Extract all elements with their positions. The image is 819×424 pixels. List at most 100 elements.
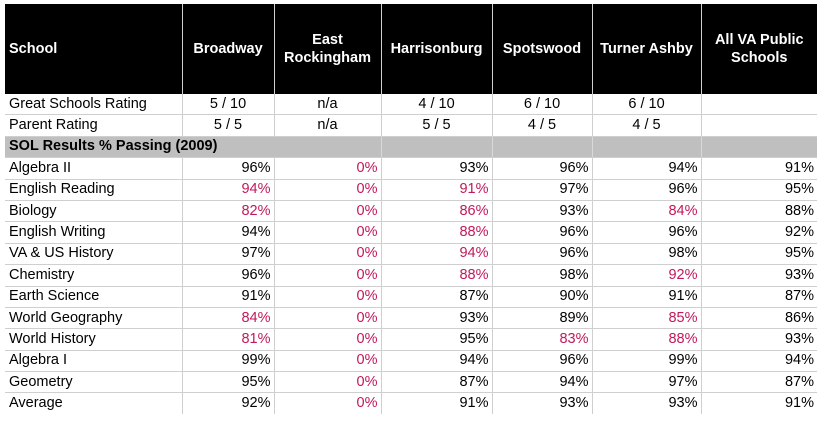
table-cell: 5 / 5 <box>381 114 493 137</box>
row-label: Algebra II <box>5 157 183 180</box>
header-east-rockingham: East Rockingham <box>274 4 382 94</box>
table-cell: 92% <box>592 264 702 287</box>
table-cell: 91% <box>701 392 817 414</box>
section-cell <box>592 136 702 159</box>
table-cell: 96% <box>592 221 702 244</box>
table-cell: 97% <box>492 179 593 201</box>
header-harrisonburg: Harrisonburg <box>381 4 493 94</box>
header-school: School <box>5 4 183 94</box>
table-cell: 91% <box>381 392 493 414</box>
table-cell: 5 / 10 <box>182 94 275 116</box>
section-cell <box>274 136 382 159</box>
table-cell: 4 / 5 <box>492 114 593 137</box>
table-cell: 87% <box>701 371 817 394</box>
table-cell: 87% <box>381 371 493 394</box>
table-cell <box>701 114 817 137</box>
table-row: Biology 82% 0% 86% 93% 84% 88% <box>5 200 817 223</box>
table-cell: 83% <box>492 328 593 351</box>
table-cell: 96% <box>492 243 593 266</box>
table-cell: 95% <box>701 179 817 201</box>
row-label: Algebra I <box>5 350 183 373</box>
table-cell: 6 / 10 <box>592 94 702 116</box>
row-label: Biology <box>5 200 183 223</box>
table-cell: 91% <box>182 286 275 308</box>
table-cell: 0% <box>274 157 382 180</box>
table-cell: 94% <box>381 350 493 373</box>
table-cell: 96% <box>492 221 593 244</box>
table-cell: 97% <box>592 371 702 394</box>
table-body: Great Schools Rating 5 / 10 n/a 4 / 10 6… <box>5 94 817 414</box>
table-cell: 94% <box>592 157 702 180</box>
table-cell: 95% <box>701 243 817 266</box>
table-cell: 92% <box>701 221 817 244</box>
table-cell: 4 / 10 <box>381 94 493 116</box>
header-row: School Broadway East Rockingham Harrison… <box>5 4 817 94</box>
table-cell: 82% <box>182 200 275 223</box>
table-cell: 92% <box>182 392 275 414</box>
table-cell: 99% <box>182 350 275 373</box>
table-row: Chemistry 96% 0% 88% 98% 92% 93% <box>5 264 817 287</box>
row-label: Great Schools Rating <box>5 94 183 116</box>
table-cell: 4 / 5 <box>592 114 702 137</box>
table-cell: 81% <box>182 328 275 351</box>
table-cell: 0% <box>274 264 382 287</box>
row-label: Earth Science <box>5 286 183 308</box>
table-cell: 93% <box>492 200 593 223</box>
row-label: World History <box>5 328 183 351</box>
table-cell: 96% <box>182 157 275 180</box>
row-label: Average <box>5 392 183 414</box>
rating-row: Parent Rating 5 / 5 n/a 5 / 5 4 / 5 4 / … <box>5 114 817 137</box>
table-cell: 94% <box>182 221 275 244</box>
header-all-va-public-schools: All VA Public Schools <box>701 4 817 94</box>
table-cell: 94% <box>492 371 593 394</box>
table-cell: 0% <box>274 392 382 414</box>
table-cell: 0% <box>274 243 382 266</box>
table-cell: 88% <box>381 221 493 244</box>
table-row: English Reading 94% 0% 91% 97% 96% 95% <box>5 179 817 201</box>
table-row: English Writing 94% 0% 88% 96% 96% 92% <box>5 221 817 244</box>
rating-row: Great Schools Rating 5 / 10 n/a 4 / 10 6… <box>5 94 817 116</box>
table-cell: 94% <box>381 243 493 266</box>
table-cell: 0% <box>274 307 382 330</box>
header-turner-ashby: Turner Ashby <box>592 4 702 94</box>
table-cell: 93% <box>701 264 817 287</box>
row-label: Chemistry <box>5 264 183 287</box>
table-row: Algebra I 99% 0% 94% 96% 99% 94% <box>5 350 817 373</box>
table-cell: 95% <box>182 371 275 394</box>
average-row: Average 92% 0% 91% 93% 93% 91% <box>5 392 817 414</box>
table-cell: 98% <box>592 243 702 266</box>
table-row: World Geography 84% 0% 93% 89% 85% 86% <box>5 307 817 330</box>
row-label: English Writing <box>5 221 183 244</box>
table-cell: 93% <box>381 157 493 180</box>
table-cell: 0% <box>274 350 382 373</box>
table-cell: 93% <box>492 392 593 414</box>
table-row: VA & US History 97% 0% 94% 96% 98% 95% <box>5 243 817 266</box>
table-cell: 0% <box>274 200 382 223</box>
section-cell <box>492 136 593 159</box>
table-cell: 0% <box>274 371 382 394</box>
section-cell <box>701 136 817 159</box>
table-cell: 96% <box>592 179 702 201</box>
table-cell: 88% <box>592 328 702 351</box>
table-cell: 93% <box>701 328 817 351</box>
table-cell: 89% <box>492 307 593 330</box>
table-cell: 99% <box>592 350 702 373</box>
row-label: World Geography <box>5 307 183 330</box>
table-cell: 84% <box>592 200 702 223</box>
table-cell: 5 / 5 <box>182 114 275 137</box>
table-cell: 0% <box>274 286 382 308</box>
table-cell: n/a <box>274 94 382 116</box>
table-cell: 96% <box>182 264 275 287</box>
table-cell: 93% <box>592 392 702 414</box>
table-cell: 90% <box>492 286 593 308</box>
table-row: World History 81% 0% 95% 83% 88% 93% <box>5 328 817 351</box>
sol-comparison-table: School Broadway East Rockingham Harrison… <box>5 4 817 414</box>
row-label: Parent Rating <box>5 114 183 137</box>
table-cell: 95% <box>381 328 493 351</box>
table-cell: 96% <box>492 350 593 373</box>
table-cell <box>701 94 817 116</box>
table-cell: 6 / 10 <box>492 94 593 116</box>
table-cell: 86% <box>381 200 493 223</box>
table-cell: 0% <box>274 221 382 244</box>
table-cell: 98% <box>492 264 593 287</box>
